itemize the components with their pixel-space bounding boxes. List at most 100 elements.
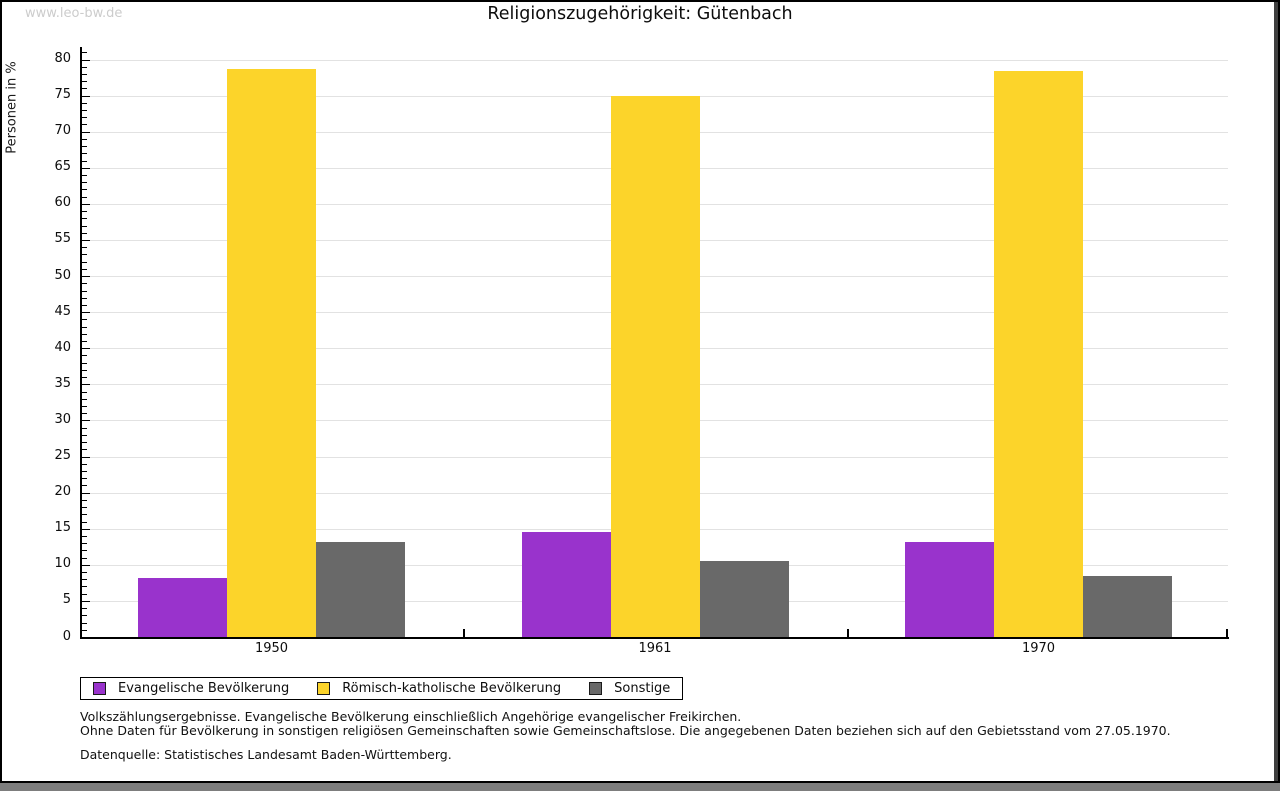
legend-swatch <box>317 682 331 695</box>
legend-swatch <box>589 682 603 695</box>
y-minor-tick <box>82 608 87 610</box>
y-minor-tick <box>82 232 87 234</box>
y-minor-tick <box>82 290 87 292</box>
y-major-tick <box>82 312 90 314</box>
y-major-tick <box>82 131 90 133</box>
y-major-tick <box>82 95 90 97</box>
y-major-tick <box>82 203 90 205</box>
y-major-tick <box>82 276 90 278</box>
y-minor-tick <box>82 557 87 559</box>
x-tick-label-1950: 1950 <box>254 641 289 656</box>
legend-label: Sonstige <box>614 681 671 696</box>
y-minor-tick <box>82 160 87 162</box>
legend-item-evangelische-bev-lkerung: Evangelische Bevölkerung <box>93 681 289 696</box>
y-minor-tick <box>82 442 87 444</box>
y-tick-label-20: 20 <box>54 484 71 500</box>
y-tick-label-25: 25 <box>54 448 71 464</box>
y-tick-label-15: 15 <box>54 520 71 536</box>
y-minor-tick <box>82 550 87 552</box>
y-tick-label-50: 50 <box>54 267 71 283</box>
y-minor-tick <box>82 88 87 90</box>
y-tick-label-65: 65 <box>54 159 71 175</box>
y-minor-tick <box>82 297 87 299</box>
bar-1950-evangelische-bev-lkerung <box>138 577 227 637</box>
y-major-tick <box>82 167 90 169</box>
y-axis-spine <box>80 47 82 639</box>
bar-1950-r-misch-katholische-bev-lkerung <box>227 68 316 637</box>
y-minor-tick <box>82 52 87 54</box>
y-major-tick <box>82 456 90 458</box>
y-minor-tick <box>82 182 87 184</box>
plot-area <box>80 47 1228 638</box>
y-tick-label-60: 60 <box>54 195 71 211</box>
y-tick-label-55: 55 <box>54 231 71 247</box>
y-tick-label-80: 80 <box>54 51 71 66</box>
y-major-tick <box>82 348 90 350</box>
y-minor-tick <box>82 543 87 545</box>
y-minor-tick <box>82 470 87 472</box>
y-minor-tick <box>82 362 87 364</box>
watermark: www.leo-bw.de <box>25 6 123 21</box>
legend: Evangelische Bevölkerung Römisch-katholis… <box>80 677 684 700</box>
x-boundary-tick-0 <box>463 629 465 637</box>
y-minor-tick <box>82 268 87 270</box>
y-minor-tick <box>82 319 87 321</box>
y-tick-label-35: 35 <box>54 375 71 391</box>
y-minor-tick <box>82 247 87 249</box>
footnote-line-2: Ohne Daten für Bevölkerung in sonstigen … <box>80 723 1171 738</box>
y-minor-tick <box>82 499 87 501</box>
bar-1950-sonstige <box>316 542 405 637</box>
y-tick-label-70: 70 <box>54 123 71 139</box>
y-tick-label-0: 0 <box>62 628 71 644</box>
legend-label: Römisch-katholische Bevölkerung <box>342 681 562 696</box>
y-minor-tick <box>82 254 87 256</box>
x-tick-label-1970: 1970 <box>1021 641 1056 656</box>
bar-1970-r-misch-katholische-bev-lkerung <box>994 71 1083 637</box>
y-minor-tick <box>82 261 87 263</box>
bar-1970-sonstige <box>1083 576 1172 637</box>
y-minor-tick <box>82 391 87 393</box>
y-minor-tick <box>82 434 87 436</box>
legend-swatch <box>93 682 106 695</box>
y-major-tick <box>82 564 90 566</box>
x-axis-line <box>80 637 1229 639</box>
y-minor-tick <box>82 478 87 480</box>
legend-item-r-misch-katholische-bev-lkerung: Römisch-katholische Bevölkerung <box>317 681 561 696</box>
y-minor-tick <box>82 81 87 83</box>
y-minor-tick <box>82 586 87 588</box>
y-major-tick <box>82 59 90 61</box>
y-major-tick <box>82 239 90 241</box>
y-minor-tick <box>82 211 87 213</box>
y-minor-tick <box>82 138 87 140</box>
y-minor-tick <box>82 196 87 198</box>
bar-1961-r-misch-katholische-bev-lkerung <box>610 95 700 637</box>
y-minor-tick <box>82 427 87 429</box>
chart-title: Religionszugehörigkeit: Gütenbach <box>487 4 793 24</box>
y-minor-tick <box>82 146 87 148</box>
y-minor-tick <box>82 615 87 617</box>
y-minor-tick <box>82 341 87 343</box>
right-shadow-strip <box>1274 2 1278 781</box>
footnote-line-1: Volkszählungsergebnisse. Evangelische Be… <box>80 709 742 724</box>
y-minor-tick <box>82 175 87 176</box>
y-minor-tick <box>82 117 87 119</box>
y-major-tick <box>82 492 90 494</box>
y-tick-label-75: 75 <box>54 87 71 103</box>
x-tick-label-1961: 1961 <box>638 641 672 656</box>
y-minor-tick <box>82 124 87 126</box>
bar-1970-evangelische-bev-lkerung <box>905 541 994 637</box>
y-minor-tick <box>82 406 87 407</box>
legend-item-sonstige: Sonstige <box>589 681 670 696</box>
y-minor-tick <box>82 485 87 487</box>
y-tick-label-30: 30 <box>54 411 71 427</box>
y-minor-tick <box>82 153 87 155</box>
x-boundary-tick-1 <box>846 629 849 637</box>
gridline-80 <box>80 59 1228 61</box>
y-minor-tick <box>82 449 87 451</box>
y-minor-tick <box>82 521 87 523</box>
y-minor-tick <box>82 377 87 379</box>
y-major-tick <box>82 384 90 386</box>
y-minor-tick <box>82 102 87 104</box>
y-minor-tick <box>82 66 87 68</box>
y-minor-tick <box>82 507 87 509</box>
